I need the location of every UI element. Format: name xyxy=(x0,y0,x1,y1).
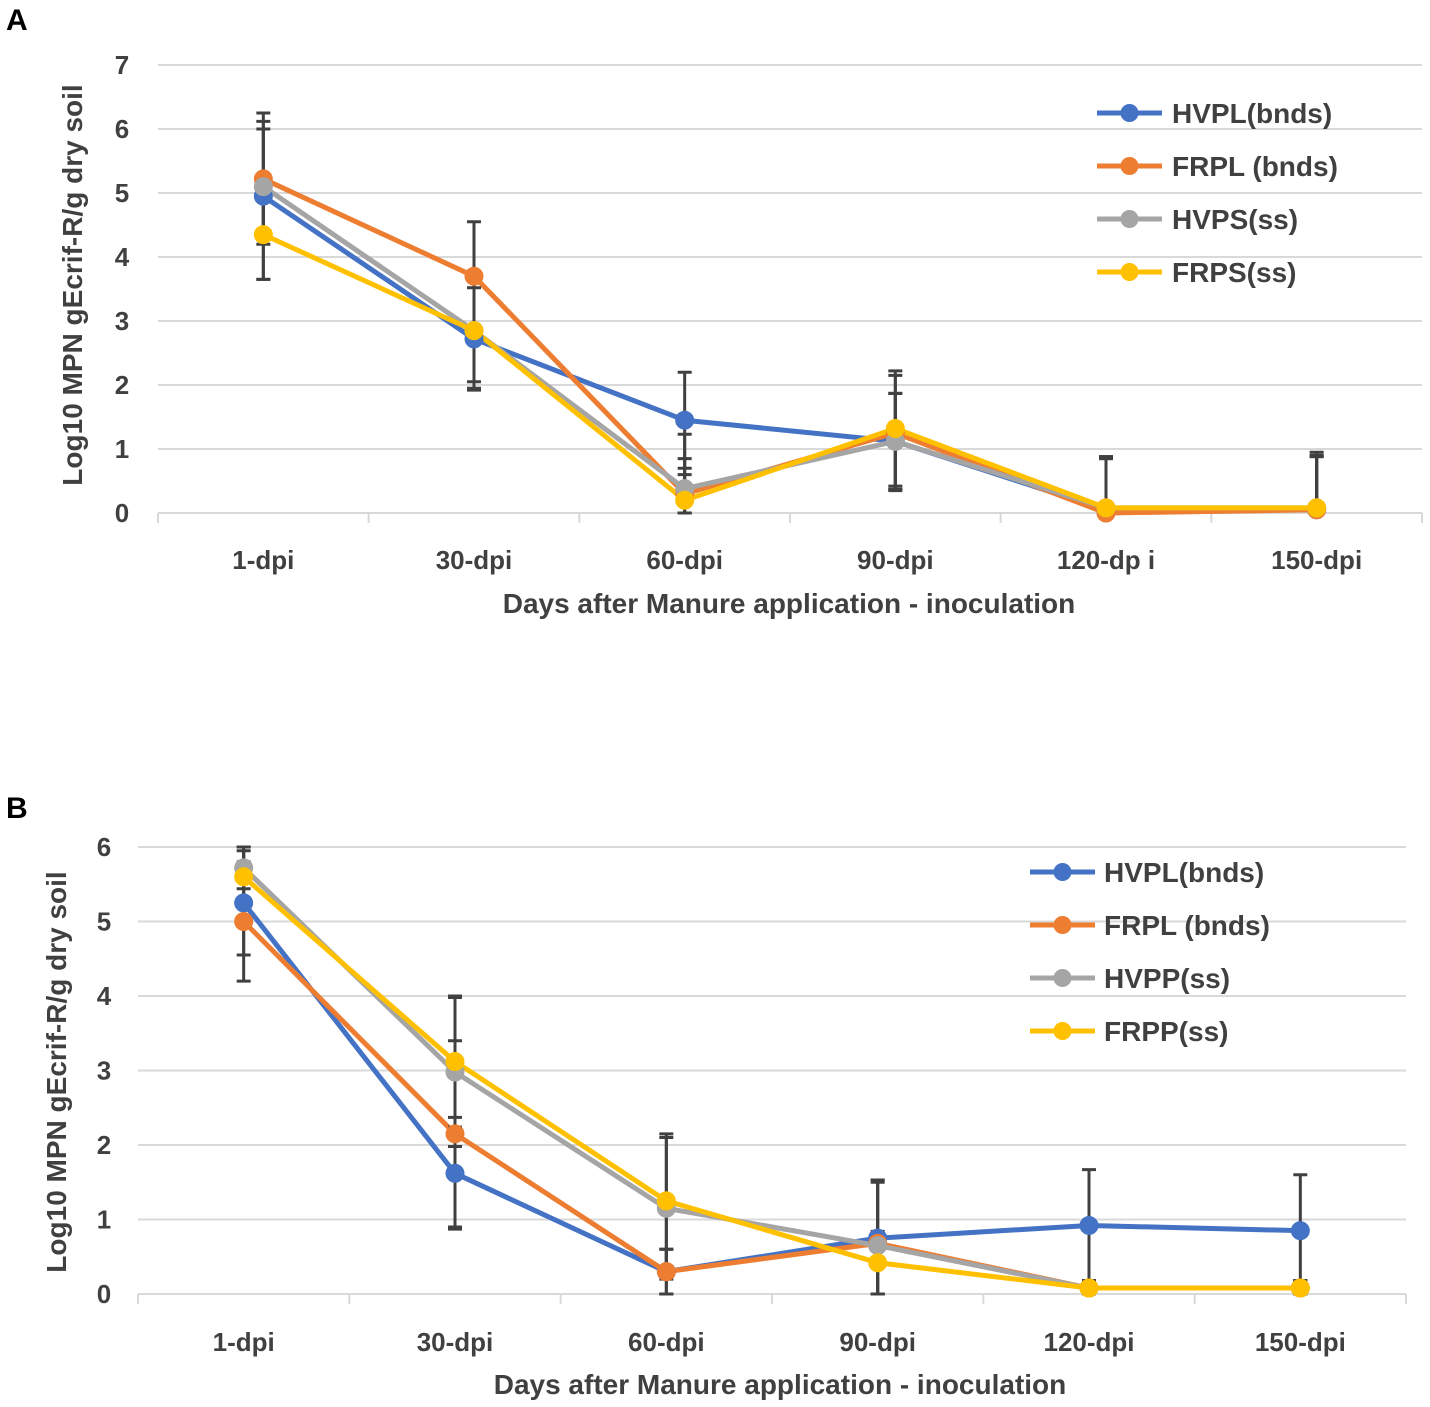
panel-a-letter: A xyxy=(6,4,28,37)
panel-b-legend-marker xyxy=(1053,1022,1072,1040)
panel-b-ytick-label: 2 xyxy=(97,1130,111,1160)
panel-a-legend-label: FRPS(ss) xyxy=(1172,257,1296,288)
panel-b-ytick-label: 5 xyxy=(97,907,111,937)
panel-a-ytick-label: 3 xyxy=(115,306,129,336)
panel-a-plot: 0 1 2 3 4 5 6 7 1-dpi 30-dpi 60-dpi 90-dpi 120-dp i 1… xyxy=(115,50,1423,575)
panel-a-ytick-label: 7 xyxy=(115,50,129,80)
panel-a-ytick-label: 6 xyxy=(115,114,129,144)
panel-b-legend-label: FRPP(ss) xyxy=(1104,1016,1228,1047)
panel-b-ytick-label: 4 xyxy=(97,981,112,1011)
panel-b-xtick-label: 90-dpi xyxy=(839,1327,916,1357)
panel-b-plot: 0 1 2 3 4 5 6 1-dpi 30-dpi 60-dpi 90-dpi 120-dpi 150… xyxy=(97,832,1407,1357)
panel-a-xtick-label: 30-dpi xyxy=(436,545,513,575)
panel-a-data-point xyxy=(253,225,273,245)
panel-b-xtick-label: 30-dpi xyxy=(417,1327,494,1357)
panel-a-xtick-label: 60-dpi xyxy=(646,545,723,575)
panel-a-xlabel: Days after Manure application - inoculat… xyxy=(503,588,1076,619)
panel-a-data-point xyxy=(1307,498,1327,518)
panel-b-ylabel: Log10 MPN gEcrif-R/g dry soil xyxy=(41,871,72,1272)
panel-b-data-point xyxy=(1079,1278,1099,1298)
panel-a-legend-label: HVPL(bnds) xyxy=(1172,98,1332,129)
panel-a-data-point xyxy=(675,410,695,430)
panel-a-legend-label: HVPS(ss) xyxy=(1172,204,1298,235)
panel-a-data-point xyxy=(675,490,695,510)
panel-a-data-point xyxy=(253,177,273,197)
panel-a-data-point xyxy=(885,419,905,439)
panel-b-legend-marker xyxy=(1053,863,1072,881)
panel-a-xtick-label: 90-dpi xyxy=(857,545,934,575)
panel-b-legend-label: HVPL(bnds) xyxy=(1104,857,1264,888)
panel-a-legend-marker xyxy=(1120,104,1139,122)
panel-a-data-point xyxy=(464,321,484,341)
panel-a-ylabel: Log10 MPN gEcrif-R/g dry soil xyxy=(57,84,88,485)
panel-b-ytick-label: 1 xyxy=(97,1205,111,1235)
panel-b-data-point xyxy=(234,893,254,913)
panel-b-xtick-label: 60-dpi xyxy=(628,1327,705,1357)
panel-a-data-point xyxy=(1096,498,1116,518)
panel-b-series-line-0 xyxy=(241,901,1301,1275)
panel-b-ytick-label: 3 xyxy=(97,1056,111,1086)
panel-a-ytick-label: 2 xyxy=(115,370,129,400)
panel-b-data-point xyxy=(1290,1278,1310,1298)
panel-b-xlabel: Days after Manure application - inoculat… xyxy=(494,1369,1067,1400)
panel-b-legend-marker xyxy=(1053,969,1072,987)
panel-b-xtick-label: 150-dpi xyxy=(1255,1327,1346,1357)
panel-b-legend-label: FRPL (bnds) xyxy=(1104,910,1270,941)
panel-a-xtick-label: 1-dpi xyxy=(232,545,294,575)
panel-a-ytick-label: 0 xyxy=(115,498,129,528)
panel-a-data-point xyxy=(464,266,484,286)
panel-b-data-point xyxy=(445,1163,465,1183)
panel-b-legend-marker xyxy=(1053,916,1072,934)
panel-a-xtick-label: 120-dp i xyxy=(1057,545,1155,575)
panel-a-xtick-label: 150-dpi xyxy=(1271,545,1362,575)
panel-a-legend-marker xyxy=(1120,210,1139,228)
panel-b-data-point xyxy=(445,1124,465,1144)
panel-b-ytick-label: 0 xyxy=(97,1279,111,1309)
panel-b-data-point xyxy=(656,1191,676,1211)
panel-a-ytick-label: 5 xyxy=(115,178,129,208)
panel-b-data-point xyxy=(1290,1221,1310,1241)
panel-b-data-point xyxy=(656,1262,676,1282)
panel-b-xtick-label: 1-dpi xyxy=(213,1327,275,1357)
panel-a-legend-marker xyxy=(1120,157,1139,175)
panel-b-data-point xyxy=(868,1253,888,1273)
panel-a-ytick-label: 1 xyxy=(115,434,129,464)
panel-b-xtick-label: 120-dpi xyxy=(1043,1327,1134,1357)
panel-b-letter: B xyxy=(6,792,28,825)
panel-b-data-point xyxy=(1079,1215,1099,1235)
panel-b-data-point xyxy=(445,1052,465,1072)
panel-a-ytick-label: 4 xyxy=(115,242,130,272)
panel-a-legend-marker xyxy=(1120,263,1139,281)
panel-b-data-point xyxy=(234,912,254,931)
panel-a-series-line-3 xyxy=(262,232,1317,511)
panel-a-series-line-2 xyxy=(261,184,1317,511)
panel-b-legend-label: HVPP(ss) xyxy=(1104,963,1230,994)
panel-b-series-line-3 xyxy=(242,874,1301,1291)
panel-b-data-point xyxy=(234,867,254,887)
panel-a-legend-label: FRPL (bnds) xyxy=(1172,151,1338,182)
panel-b-ytick-label: 6 xyxy=(97,832,111,862)
panel-b-data-point xyxy=(868,1236,888,1256)
